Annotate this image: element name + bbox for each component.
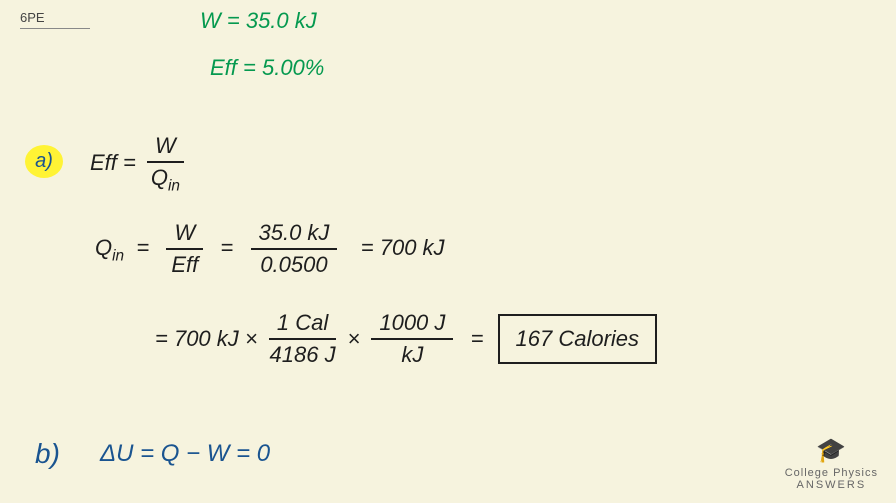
logo-text-line2: ANSWERS	[785, 479, 878, 491]
eff-frac-num: W	[147, 133, 184, 163]
graduation-cap-icon: 🎓	[785, 436, 878, 465]
conv-frac-1: 1 Cal 4186 J	[269, 310, 336, 368]
eff-lhs: Eff =	[90, 150, 136, 175]
part-a-highlight: a)	[25, 145, 63, 178]
qin-frac-1: W Eff	[166, 220, 203, 278]
eff-frac-den: Qin	[151, 163, 180, 195]
answer-box: 167 Calories	[498, 314, 658, 364]
equation-part-b: ΔU = Q − W = 0	[100, 440, 270, 468]
equation-conversion: = 700 kJ × 1 Cal 4186 J × 1000 J kJ = 16…	[155, 310, 657, 368]
part-b-marker: b)	[35, 438, 60, 470]
qin-lhs: Qin	[95, 235, 124, 260]
logo-text-line1: College Physics	[785, 467, 878, 479]
given-efficiency: Eff = 5.00%	[210, 55, 324, 81]
eff-fraction: W Qin	[147, 133, 184, 195]
conv-frac-2: 1000 J kJ	[371, 310, 453, 368]
equation-efficiency: Eff = W Qin	[90, 133, 189, 195]
qin-frac-2: 35.0 kJ 0.0500	[251, 220, 338, 278]
equation-qin: Qin = W Eff = 35.0 kJ 0.0500 = 700 kJ	[95, 220, 445, 278]
part-a-letter: a)	[35, 150, 53, 173]
given-work: W = 35.0 kJ	[200, 8, 317, 34]
logo: 🎓 College Physics ANSWERS	[785, 436, 878, 491]
problem-label: 6PE	[20, 10, 90, 29]
conv-start: = 700 kJ ×	[155, 326, 258, 352]
